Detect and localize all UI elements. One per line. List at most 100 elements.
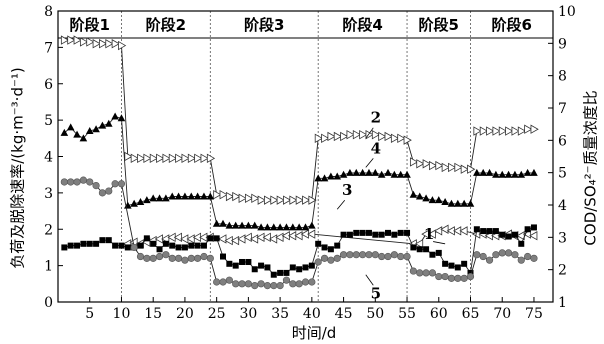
data-point-s5: [143, 254, 151, 262]
data-point-s3: [340, 231, 347, 238]
x-tick-label: 50: [366, 306, 384, 322]
series-label: 1: [424, 225, 434, 243]
data-point-s3: [315, 240, 322, 247]
data-point-s5: [98, 189, 107, 197]
data-point-s5: [301, 278, 310, 286]
data-point-s5: [155, 252, 164, 261]
data-point-s2: [302, 195, 311, 205]
data-point-s4: [314, 174, 322, 182]
data-point-s4: [174, 192, 183, 200]
data-point-s1: [414, 239, 424, 249]
data-point-s4: [225, 221, 234, 229]
data-point-s4: [485, 168, 494, 176]
data-point-s1: [243, 232, 252, 243]
data-point-s2: [219, 190, 228, 200]
data-point-s3: [150, 240, 157, 247]
data-point-s5: [219, 278, 227, 286]
data-point-s3: [353, 229, 360, 236]
data-point-s4: [396, 170, 405, 178]
data-point-s4: [60, 128, 69, 136]
data-point-s3: [467, 269, 474, 276]
data-point-s2: [111, 39, 120, 49]
data-point-s5: [428, 269, 437, 277]
data-point-s5: [517, 256, 525, 264]
series-line-s2: [64, 39, 534, 201]
data-point-s4: [269, 223, 278, 231]
data-point-s4: [333, 172, 342, 180]
data-point-s1: [427, 229, 436, 239]
data-point-s5: [200, 252, 208, 261]
series-label-leader: [336, 199, 346, 210]
data-point-s5: [327, 256, 335, 264]
data-point-s5: [282, 276, 291, 284]
x-tick-label: 15: [144, 306, 162, 322]
data-point-s4: [111, 112, 119, 120]
y-left-tick-label: 6: [44, 77, 53, 93]
data-point-s5: [390, 251, 398, 259]
y-left-tick-label: 4: [44, 150, 53, 166]
data-point-s3: [80, 240, 87, 247]
data-point-s4: [73, 130, 81, 138]
data-point-s4: [339, 170, 348, 178]
data-point-s3: [67, 242, 74, 249]
data-point-s2: [505, 126, 514, 136]
data-point-s2: [225, 191, 235, 202]
data-point-s2: [187, 153, 197, 164]
data-point-s2: [60, 35, 70, 45]
data-point-s5: [403, 252, 411, 261]
data-point-s3: [175, 244, 182, 251]
data-point-s3: [181, 244, 188, 251]
data-point-s4: [479, 168, 487, 176]
series-line-s1: [127, 228, 535, 245]
data-point-s4: [517, 170, 526, 178]
data-point-s2: [270, 195, 279, 205]
data-point-s2: [530, 124, 539, 134]
series-label-leader: [365, 158, 374, 168]
data-point-s2: [251, 193, 260, 204]
data-point-s2: [73, 35, 82, 45]
data-point-s2: [390, 133, 400, 144]
data-point-s2: [492, 126, 501, 136]
data-point-s5: [460, 274, 468, 282]
data-point-s2: [511, 126, 520, 136]
data-point-s2: [378, 131, 387, 142]
data-point-s1: [433, 226, 443, 236]
data-point-s4: [320, 174, 329, 182]
data-point-s5: [162, 251, 170, 259]
data-point-s5: [530, 254, 538, 262]
data-point-s5: [498, 249, 506, 257]
data-point-s1: [294, 231, 303, 241]
data-point-s4: [377, 170, 386, 178]
data-point-s3: [435, 249, 442, 256]
data-point-s3: [169, 242, 176, 249]
data-point-s3: [245, 258, 252, 265]
data-point-s2: [149, 153, 158, 164]
data-point-s5: [308, 278, 316, 286]
data-point-s5: [257, 280, 265, 288]
data-point-s2: [473, 126, 482, 136]
data-point-s2: [352, 129, 362, 140]
y-right-tick-label: 8: [558, 69, 567, 85]
data-point-s4: [415, 192, 424, 200]
y-right-tick-label: 10: [558, 4, 576, 20]
data-point-s2: [67, 35, 76, 45]
data-point-s2: [460, 164, 469, 174]
y-left-tick-label: 7: [44, 40, 53, 56]
data-point-s2: [327, 131, 336, 142]
data-point-s4: [149, 194, 157, 202]
data-point-s5: [181, 256, 189, 264]
data-point-s5: [136, 252, 145, 261]
data-point-s3: [404, 229, 411, 236]
data-point-s2: [333, 131, 343, 142]
data-point-s3: [283, 269, 290, 276]
data-point-s5: [454, 274, 462, 282]
data-point-s5: [73, 178, 81, 186]
data-point-s5: [492, 251, 500, 259]
y-left-axis-label: 负荷及脱除速率/(kg·m⁻³·d⁻¹): [8, 67, 27, 269]
data-point-s5: [244, 280, 252, 288]
data-point-s4: [238, 221, 246, 229]
data-point-s3: [397, 229, 404, 236]
data-point-s2: [232, 191, 241, 202]
data-point-s3: [391, 231, 398, 238]
data-point-s3: [321, 244, 328, 251]
